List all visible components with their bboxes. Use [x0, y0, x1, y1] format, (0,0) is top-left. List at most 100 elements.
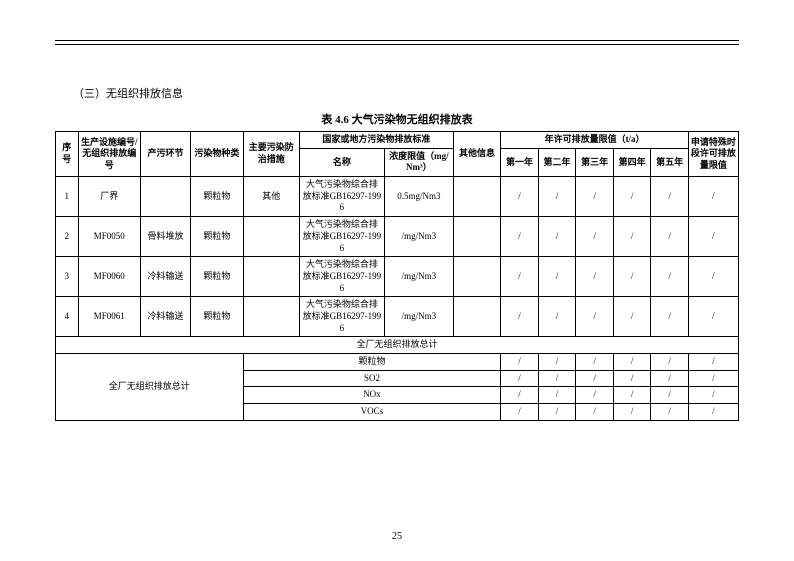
table-row: 3 MF0060 冷料输送 颗粒物 大气污染物综合排放标准GB16297-199… — [56, 257, 739, 297]
cell: / — [576, 297, 614, 337]
cell: MF0061 — [78, 297, 141, 337]
cell: / — [538, 354, 576, 371]
th-y5: 第五年 — [651, 148, 689, 176]
cell: / — [613, 257, 651, 297]
table-body: 1 厂界 颗粒物 其他 大气污染物综合排放标准GB16297-1996 0.5m… — [56, 177, 739, 421]
cell: / — [613, 354, 651, 371]
table-row: 4 MF0061 冷料输送 颗粒物 大气污染物综合排放标准GB16297-199… — [56, 297, 739, 337]
cell: / — [501, 177, 539, 217]
cell: / — [576, 217, 614, 257]
cell: / — [538, 404, 576, 421]
th-standard-group: 国家或地方污染物排放标准 — [299, 132, 453, 149]
cell: /mg/Nm3 — [384, 297, 453, 337]
total-name-cell: 颗粒物 — [243, 354, 501, 371]
cell: / — [613, 177, 651, 217]
total-header-cell: 全厂无组织排放总计 — [56, 337, 739, 354]
table-row: 1 厂界 颗粒物 其他 大气污染物综合排放标准GB16297-1996 0.5m… — [56, 177, 739, 217]
th-y3: 第三年 — [576, 148, 614, 176]
cell — [453, 217, 501, 257]
cell: / — [688, 370, 738, 387]
cell: 厂界 — [78, 177, 141, 217]
th-step: 产污环节 — [141, 132, 191, 177]
table-row: 2 MF0050 骨料堆放 颗粒物 大气污染物综合排放标准GB16297-199… — [56, 217, 739, 257]
cell: / — [688, 257, 738, 297]
total-row: 全厂无组织排放总计 颗粒物 / / / / / / — [56, 354, 739, 371]
cell: / — [501, 387, 539, 404]
cell: / — [651, 217, 689, 257]
cell — [243, 257, 299, 297]
cell: 大气污染物综合排放标准GB16297-1996 — [299, 297, 384, 337]
emission-table: 序号 生产设施编号/无组织排放编号 产污环节 污染物种类 主要污染防治措施 国家… — [55, 131, 739, 421]
th-measure: 主要污染防治措施 — [243, 132, 299, 177]
cell: / — [613, 370, 651, 387]
cell: 3 — [56, 257, 79, 297]
cell — [453, 297, 501, 337]
cell: MF0060 — [78, 257, 141, 297]
cell: 大气污染物综合排放标准GB16297-1996 — [299, 177, 384, 217]
cell: / — [651, 387, 689, 404]
cell: / — [688, 354, 738, 371]
cell: / — [688, 217, 738, 257]
cell: / — [538, 297, 576, 337]
cell: / — [538, 177, 576, 217]
cell: / — [613, 404, 651, 421]
cell: 4 — [56, 297, 79, 337]
th-special: 申请特殊时段许可排放量限值 — [688, 132, 738, 177]
cell: / — [688, 177, 738, 217]
cell: / — [538, 257, 576, 297]
cell: / — [538, 387, 576, 404]
cell — [453, 257, 501, 297]
cell: / — [538, 217, 576, 257]
cell: 2 — [56, 217, 79, 257]
th-other: 其他信息 — [453, 132, 501, 177]
header-rule — [55, 40, 739, 43]
cell: / — [688, 387, 738, 404]
table-title: 表 4.6 大气污染物无组织排放表 — [55, 111, 739, 127]
cell: / — [538, 370, 576, 387]
cell: / — [613, 387, 651, 404]
cell: 颗粒物 — [191, 177, 244, 217]
th-facility: 生产设施编号/无组织排放编号 — [78, 132, 141, 177]
cell: / — [501, 217, 539, 257]
cell — [243, 217, 299, 257]
th-y4: 第四年 — [613, 148, 651, 176]
cell: / — [651, 370, 689, 387]
cell: / — [576, 387, 614, 404]
th-std-name: 名称 — [299, 148, 384, 176]
cell: / — [651, 354, 689, 371]
cell: 颗粒物 — [191, 257, 244, 297]
cell: 冷料输送 — [141, 257, 191, 297]
total-header-row: 全厂无组织排放总计 — [56, 337, 739, 354]
cell: MF0050 — [78, 217, 141, 257]
cell: / — [613, 297, 651, 337]
cell: / — [576, 370, 614, 387]
cell: / — [501, 257, 539, 297]
th-y2: 第二年 — [538, 148, 576, 176]
total-name-cell: VOCs — [243, 404, 501, 421]
cell: / — [688, 404, 738, 421]
cell: / — [576, 257, 614, 297]
cell: 冷料输送 — [141, 297, 191, 337]
section-title: （三）无组织排放信息 — [73, 85, 739, 101]
cell: / — [651, 404, 689, 421]
cell: 0.5mg/Nm3 — [384, 177, 453, 217]
cell: 其他 — [243, 177, 299, 217]
cell: 颗粒物 — [191, 297, 244, 337]
cell: / — [501, 370, 539, 387]
cell: / — [651, 257, 689, 297]
th-pollutant: 污染物种类 — [191, 132, 244, 177]
document-page: （三）无组织排放信息 表 4.6 大气污染物无组织排放表 序号 生产设施编号/无… — [0, 0, 794, 542]
total-label-cell: 全厂无组织排放总计 — [56, 354, 244, 421]
cell: 颗粒物 — [191, 217, 244, 257]
cell — [453, 177, 501, 217]
cell: / — [576, 404, 614, 421]
page-number: 25 — [55, 531, 739, 542]
cell: / — [651, 177, 689, 217]
cell: / — [613, 217, 651, 257]
cell: 骨料堆放 — [141, 217, 191, 257]
th-annual-group: 年许可排放量限值（t/a） — [501, 132, 689, 149]
cell: / — [688, 297, 738, 337]
header-rule-inner — [55, 44, 739, 45]
cell: / — [576, 177, 614, 217]
th-conc-limit: 浓度限值（mg/Nm³） — [384, 148, 453, 176]
